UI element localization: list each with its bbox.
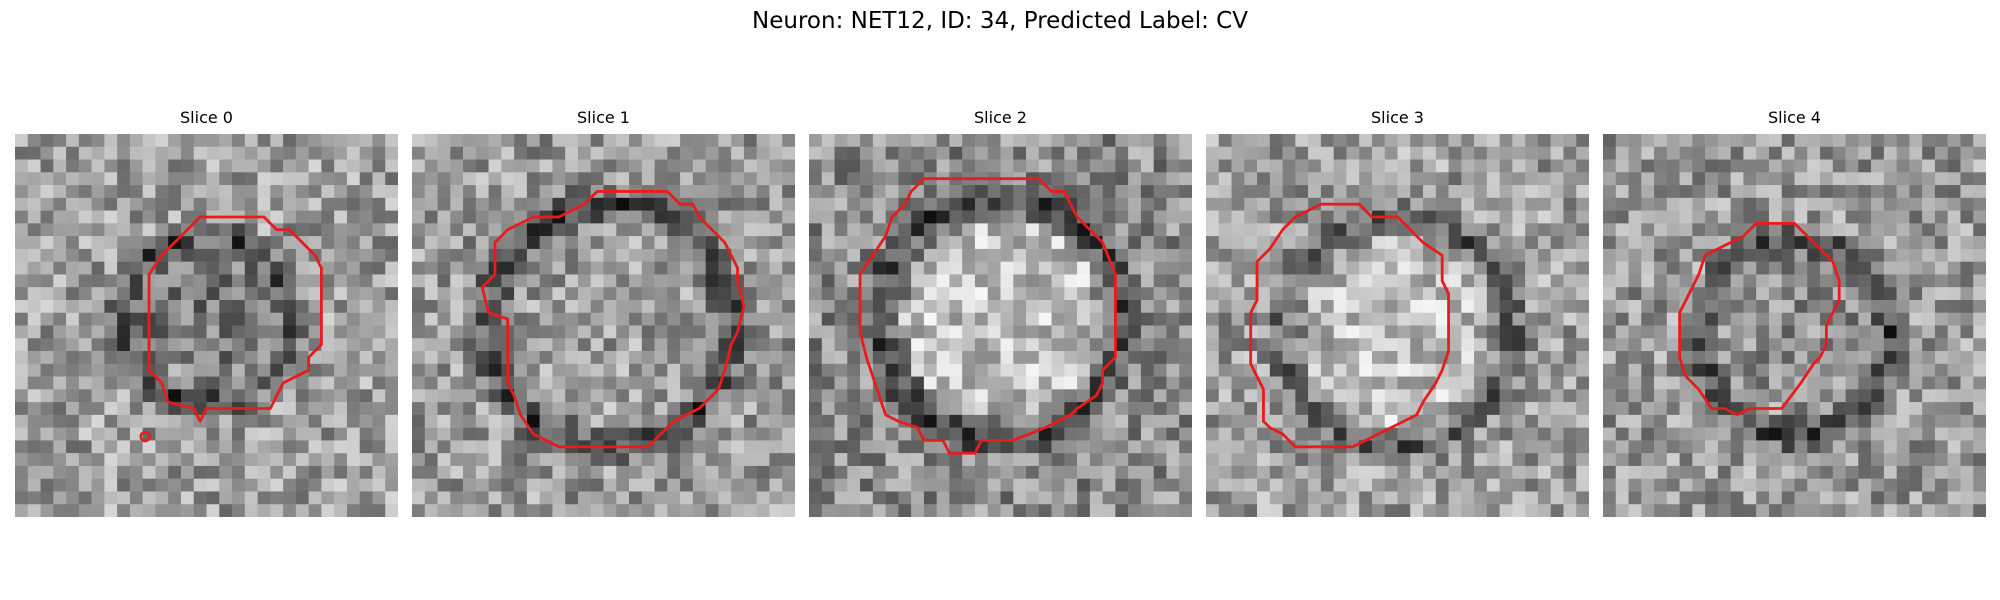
slice-image-svg xyxy=(1603,134,1986,517)
segmentation-contour xyxy=(480,190,746,449)
segmentation-contour xyxy=(1678,221,1841,417)
slice-image xyxy=(412,134,795,517)
slice-image-svg xyxy=(809,134,1192,517)
slice-image-svg xyxy=(15,134,398,517)
slice-panel-2: Slice 2 xyxy=(809,110,1192,517)
pixel-grid xyxy=(15,134,398,517)
small-contour-blob xyxy=(139,430,151,443)
slice-image-svg xyxy=(412,134,795,517)
slice-image-svg xyxy=(1206,134,1589,517)
slice-image xyxy=(15,134,398,517)
slice-title: Slice 4 xyxy=(1768,108,1821,127)
slice-panel-0: Slice 0 xyxy=(15,110,398,517)
slice-image xyxy=(1603,134,1986,517)
segmentation-contour xyxy=(1249,202,1450,449)
slice-title: Slice 2 xyxy=(974,108,1027,127)
slice-title: Slice 1 xyxy=(577,108,630,127)
pixel-grid xyxy=(809,134,1192,517)
slice-panel-3: Slice 3 xyxy=(1206,110,1589,517)
figure-title: Neuron: NET12, ID: 34, Predicted Label: … xyxy=(752,8,1248,34)
pixel-grid xyxy=(1206,134,1589,517)
slice-title: Slice 3 xyxy=(1371,108,1424,127)
slice-image xyxy=(1206,134,1589,517)
pixel-grid xyxy=(412,134,795,517)
segmentation-contour xyxy=(858,177,1117,455)
slice-panel-1: Slice 1 xyxy=(412,110,795,517)
segmentation-contour xyxy=(147,215,323,423)
slice-panel-4: Slice 4 xyxy=(1603,110,1986,517)
slice-image xyxy=(809,134,1192,517)
slice-title: Slice 0 xyxy=(180,108,233,127)
pixel-grid xyxy=(1603,134,1986,517)
